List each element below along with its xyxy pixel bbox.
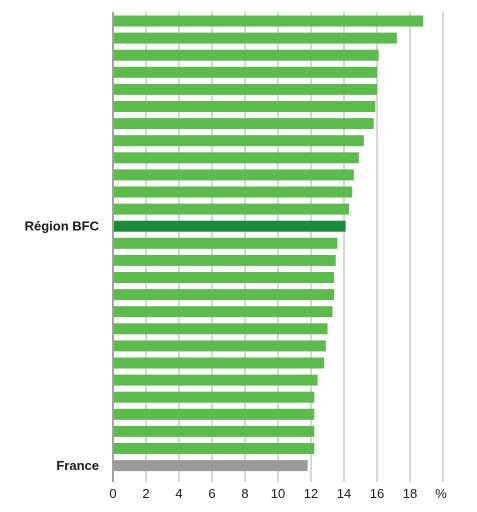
- bar-15: [114, 254, 336, 266]
- x-tick-label: 14: [337, 486, 351, 501]
- bar-23: [114, 391, 315, 403]
- bar-21: [114, 357, 325, 369]
- category-label: Région BFC: [25, 219, 100, 234]
- category-label: France: [56, 458, 99, 473]
- bar-17: [114, 289, 335, 301]
- x-axis-unit: %: [435, 486, 447, 501]
- x-tick-label: 0: [109, 486, 116, 501]
- x-tick-label: 10: [271, 486, 285, 501]
- bar-10: [114, 169, 354, 181]
- x-tick-label: 12: [304, 486, 318, 501]
- x-tick-label: 16: [370, 486, 384, 501]
- bar-12: [114, 203, 349, 215]
- x-tick-label: 8: [241, 486, 248, 501]
- bar-18: [114, 306, 333, 318]
- x-tick-label: 18: [403, 486, 417, 501]
- bars: [114, 15, 424, 472]
- bar-6: [114, 101, 376, 112]
- bar-11: [114, 186, 353, 198]
- bar-r-gion-bfc: [114, 220, 346, 232]
- category-labels: Région BFC France: [25, 219, 100, 473]
- bar-8: [114, 135, 364, 147]
- bar-france: [114, 460, 308, 472]
- bar-24: [114, 408, 315, 420]
- x-tick-label: 6: [208, 486, 215, 501]
- bar-3: [114, 49, 379, 61]
- bar-26: [114, 443, 315, 454]
- bar-7: [114, 118, 374, 130]
- x-tick-label: 4: [175, 486, 182, 501]
- bar-1: [114, 15, 424, 27]
- x-tick-label: 2: [142, 486, 149, 501]
- bar-19: [114, 323, 328, 335]
- bar-2: [114, 32, 397, 44]
- bar-20: [114, 340, 326, 352]
- bar-22: [114, 374, 318, 386]
- bar-4: [114, 66, 377, 78]
- x-tick-labels: 0 2 4 6 8 10 12 14 16 18: [109, 486, 417, 501]
- bar-9: [114, 152, 359, 164]
- bar-25: [114, 425, 315, 437]
- bar-5: [114, 83, 377, 95]
- bar-14: [114, 237, 338, 249]
- bar-16: [114, 272, 335, 283]
